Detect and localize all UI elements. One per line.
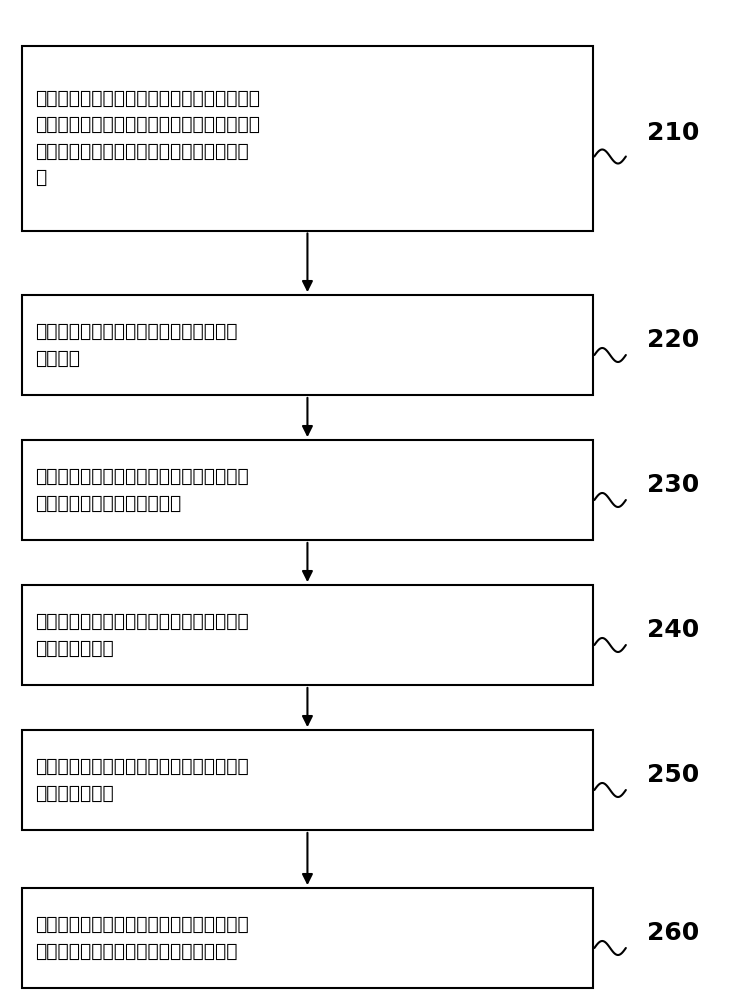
Text: 220: 220 <box>647 328 700 352</box>
Text: 230: 230 <box>647 473 700 497</box>
FancyBboxPatch shape <box>22 46 593 231</box>
Text: 210: 210 <box>647 121 700 145</box>
Text: 去除所暴露的含锗半导体层部分，暴露出衬
底的至少一部分: 去除所暴露的含锗半导体层部分，暴露出衬 底的至少一部分 <box>35 612 249 658</box>
Text: 去除所暴露的含锗半导体层部分，暴露出衬
底的至少一部分: 去除所暴露的含锗半导体层部分，暴露出衬 底的至少一部分 <box>35 757 249 803</box>
FancyBboxPatch shape <box>22 295 593 395</box>
Text: 250: 250 <box>647 763 700 787</box>
Text: 240: 240 <box>647 618 700 642</box>
Text: 去除所述栅极电介质层和栅极层，暴露出所
述含锗半导体层的至少一部分: 去除所述栅极电介质层和栅极层，暴露出所 述含锗半导体层的至少一部分 <box>35 467 249 513</box>
Text: 在半导体衬底上形成含锗半导体层，在含锗半
导体层上形成被图案化的叠层结构，所述叠层
结构从下至上依次包括栅极电介质层和栅极
层: 在半导体衬底上形成含锗半导体层，在含锗半 导体层上形成被图案化的叠层结构，所述叠… <box>35 89 260 187</box>
Text: 260: 260 <box>647 921 700 945</box>
FancyBboxPatch shape <box>22 585 593 685</box>
Text: 在所述栅极层两侧形成侧壁间隔件和层间
电介质层: 在所述栅极层两侧形成侧壁间隔件和层间 电介质层 <box>35 322 238 368</box>
FancyBboxPatch shape <box>22 730 593 830</box>
Text: 在所暴露的部分衬底上，在残留的含锗半导
体层部分之间外延生长被掺杂的半导体层: 在所暴露的部分衬底上，在残留的含锗半导 体层部分之间外延生长被掺杂的半导体层 <box>35 915 249 961</box>
FancyBboxPatch shape <box>22 440 593 540</box>
FancyBboxPatch shape <box>22 888 593 988</box>
